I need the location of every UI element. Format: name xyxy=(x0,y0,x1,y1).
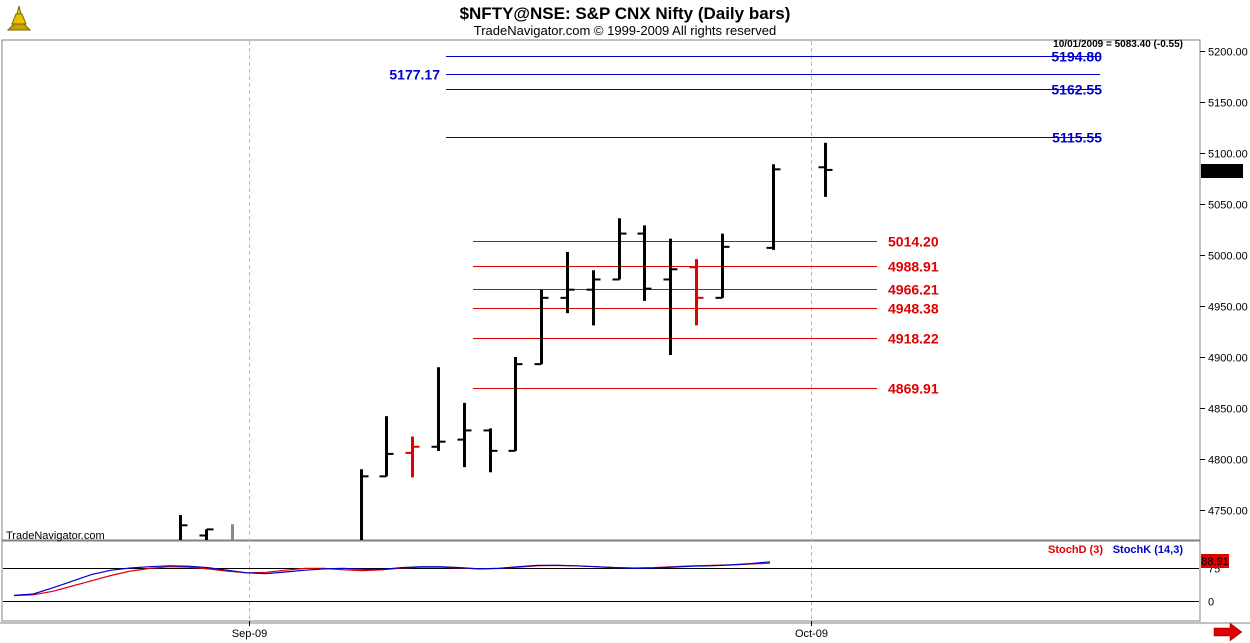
ohlc-bar xyxy=(637,225,652,301)
resistance-label: 5177.17 xyxy=(389,67,440,83)
price-tick-label: 5050.00 xyxy=(1208,200,1248,212)
ohlc-bar xyxy=(586,270,601,326)
price-tick-label: 4850.00 xyxy=(1208,404,1248,416)
chart-title: $NFTY@NSE: S&P CNX Nifty (Daily bars) xyxy=(460,4,791,23)
price-tag-label: 5083.40 xyxy=(1202,166,1242,178)
legend-stoch-k: StochK (14,3) xyxy=(1113,544,1184,556)
resistance-label: 5115.55 xyxy=(1052,130,1102,146)
chart-subtitle: TradeNavigator.com © 1999-2009 All right… xyxy=(474,23,776,38)
price-tick-label: 4800.00 xyxy=(1208,455,1248,467)
resistance-label: 5194.80 xyxy=(1051,49,1102,65)
price-tick-label: 4950.00 xyxy=(1208,302,1248,314)
ohlc-bar xyxy=(199,528,214,540)
price-tick-label: 5100.00 xyxy=(1208,149,1248,161)
stoch-k-line xyxy=(13,561,771,596)
stochastic-plot: 075 xyxy=(3,561,1220,609)
ohlc-bar xyxy=(534,289,549,366)
support-label: 5014.20 xyxy=(888,234,939,250)
price-tick-label: 5150.00 xyxy=(1208,98,1248,110)
level-lines: 5194.80 5177.17 5162.55 5115.55 5014.20 4988.… xyxy=(389,49,1102,397)
price-tick-label: 5200.00 xyxy=(1208,47,1248,59)
ohlc-bar xyxy=(379,416,394,478)
price-axis: 4750.00 4800.00 4850.00 4900.00 4950.00 5000.… xyxy=(1200,47,1248,518)
price-tick-label: 4900.00 xyxy=(1208,353,1248,365)
price-tick-label: 5000.00 xyxy=(1208,251,1248,263)
stoch-value-tag: 88.91 xyxy=(1201,554,1229,568)
support-label: 4869.91 xyxy=(888,381,939,397)
ohlc-bar xyxy=(457,402,472,468)
support-label: 4948.38 xyxy=(888,301,939,317)
grid-layer xyxy=(249,41,812,620)
indicator-panel-frame xyxy=(1,540,1201,622)
price-tag: 5083.40 xyxy=(1201,164,1243,178)
ohlc-bar xyxy=(715,233,730,299)
ohlc-bar xyxy=(508,357,523,452)
ohlc-bar xyxy=(612,218,627,281)
watermark-text: TradeNavigator.com xyxy=(6,530,105,542)
price-bars xyxy=(179,142,833,540)
stoch-tick-label: 0 xyxy=(1208,597,1214,609)
logo-icon xyxy=(6,5,32,31)
legend-stoch-d: StochD (3) xyxy=(1048,544,1103,556)
support-label: 4918.22 xyxy=(888,331,939,347)
ohlc-bar xyxy=(431,367,446,451)
scroll-right-arrow-icon[interactable] xyxy=(1213,622,1243,642)
ohlc-bar xyxy=(560,251,575,314)
stoch-value-label: 88.91 xyxy=(1201,556,1229,568)
ohlc-bar xyxy=(818,142,833,197)
ohlc-bar xyxy=(766,164,781,250)
date-tick-label: Sep-09 xyxy=(232,628,267,640)
last-bar-info: 10/01/2009 = 5083.40 (-0.55) xyxy=(1053,39,1183,50)
ohlc-bar xyxy=(689,259,704,326)
ohlc-bar xyxy=(405,436,420,478)
price-tick-label: 4750.00 xyxy=(1208,506,1248,518)
ohlc-bar xyxy=(483,428,498,473)
date-axis: Sep-09 Oct-09 xyxy=(232,621,828,640)
ohlc-bar xyxy=(663,238,678,355)
support-label: 4988.91 xyxy=(888,259,939,275)
ohlc-bar xyxy=(360,469,369,540)
ohlc-bar xyxy=(179,515,188,540)
price-panel-frame xyxy=(1,39,1201,541)
resistance-label: 5162.55 xyxy=(1051,82,1102,98)
support-label: 4966.21 xyxy=(888,282,939,298)
date-tick-label: Oct-09 xyxy=(795,628,828,640)
